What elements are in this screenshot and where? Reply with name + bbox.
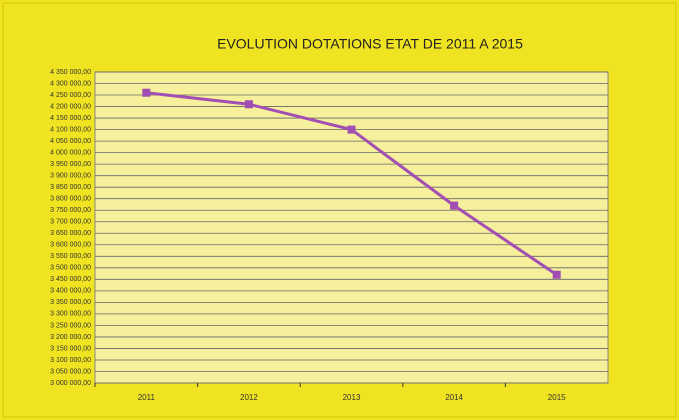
y-tick-label: 3 700 000,00 [50,219,91,226]
y-tick-label: 3 750 000,00 [50,207,91,214]
point-marker [347,125,356,134]
point-marker [552,270,561,279]
y-tick-label: 4 250 000,00 [50,92,91,99]
y-tick-label: 3 950 000,00 [50,161,91,168]
point-marker [244,100,253,109]
y-tick-label: 3 200 000,00 [50,334,91,341]
y-tick-label: 4 350 000,00 [50,69,91,76]
y-tick-label: 3 600 000,00 [50,242,91,249]
y-tick-label: 3 550 000,00 [50,253,91,260]
x-tick-label: 2015 [548,393,566,402]
chart-title: EVOLUTION DOTATIONS ETAT DE 2011 A 2015 [217,36,523,52]
y-tick-label: 4 100 000,00 [50,126,91,133]
y-tick-label: 3 400 000,00 [50,288,91,295]
y-tick-label: 3 000 000,00 [50,380,91,387]
x-tick-label: 2012 [240,393,258,402]
point-marker [142,88,151,97]
x-tick-label: 2014 [445,393,463,402]
y-tick-label: 3 800 000,00 [50,196,91,203]
y-tick-label: 4 050 000,00 [50,138,91,145]
y-tick-label: 3 900 000,00 [50,173,91,180]
y-tick-label: 3 850 000,00 [50,184,91,191]
y-tick-label: 4 000 000,00 [50,149,91,156]
y-tick-label: 3 150 000,00 [50,345,91,352]
x-tick-label: 2013 [343,393,361,402]
x-tick-label: 2011 [138,393,156,402]
y-tick-label: 4 150 000,00 [50,115,91,122]
y-tick-label: 4 200 000,00 [50,103,91,110]
point-marker [450,201,459,210]
y-tick-label: 3 450 000,00 [50,276,91,283]
y-tick-label: 4 300 000,00 [50,80,91,87]
y-tick-label: 3 650 000,00 [50,230,91,237]
y-tick-label: 3 100 000,00 [50,357,91,364]
y-tick-label: 3 350 000,00 [50,299,91,306]
y-tick-label: 3 500 000,00 [50,265,91,272]
plot-area [94,71,609,384]
y-tick-label: 3 250 000,00 [50,322,91,329]
y-tick-label: 3 050 000,00 [50,368,91,375]
y-tick-label: 3 300 000,00 [50,311,91,318]
